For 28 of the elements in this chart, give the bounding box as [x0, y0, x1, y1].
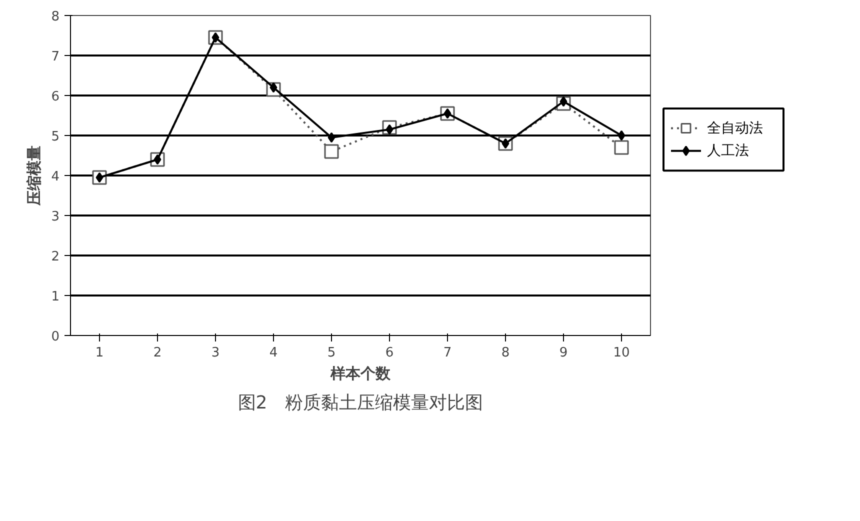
y-tick-label: 2: [51, 250, 60, 264]
x-tick-label: 3: [211, 346, 220, 360]
point: [324, 144, 339, 159]
x-tick-label: 1: [95, 346, 104, 360]
point: [614, 140, 629, 155]
y-tick-label: 3: [51, 210, 60, 224]
text: 图2 粉质黏土压缩模量对比图: [238, 392, 484, 414]
y-axis-title: 压缩模量: [25, 146, 44, 206]
legend-label: 人工法: [707, 142, 749, 159]
x-tick-label: 2: [153, 346, 162, 360]
y-tick-label: 4: [51, 170, 60, 184]
y-tick-label: 5: [51, 130, 60, 144]
y-tick-label: 1: [51, 290, 60, 304]
x-tick-label: 6: [385, 346, 394, 360]
x-tick-label: 4: [269, 346, 278, 360]
y-tick-label: 0: [51, 330, 60, 344]
point: [328, 132, 336, 143]
x-tick-label: 8: [501, 346, 510, 360]
x-axis-title: 样本个数: [330, 364, 392, 382]
y-tick-label: 6: [51, 90, 60, 104]
point: [618, 130, 626, 141]
x-tick-label: 10: [613, 346, 630, 360]
x-tick-label: 5: [327, 346, 336, 360]
y-tick-label: 8: [51, 10, 60, 24]
x-tick-label: 7: [443, 346, 452, 360]
x-tick-label: 9: [559, 346, 568, 360]
y-tick-label: 7: [51, 50, 60, 64]
legend-label: 全自动法: [707, 120, 763, 136]
